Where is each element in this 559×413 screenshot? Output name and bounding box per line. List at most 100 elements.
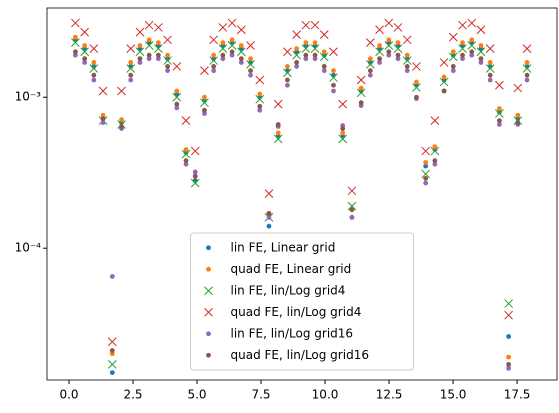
point-stroke <box>347 201 357 211</box>
point <box>467 18 477 28</box>
plot-frame <box>46 7 558 381</box>
point <box>301 44 311 53</box>
point <box>386 37 392 43</box>
point-stroke <box>485 64 495 73</box>
point <box>285 82 290 88</box>
y-tick-label: 10⁻⁴ <box>15 241 42 255</box>
point-stroke <box>485 44 495 53</box>
point <box>448 32 458 42</box>
point <box>487 72 493 78</box>
point <box>375 47 384 57</box>
point <box>522 64 532 73</box>
point <box>155 56 161 62</box>
point-stroke <box>107 337 117 347</box>
point-stroke <box>117 86 126 96</box>
point <box>329 73 338 82</box>
point-stroke <box>163 56 172 65</box>
point-stroke <box>513 83 523 93</box>
point <box>404 52 410 58</box>
point <box>458 44 467 53</box>
point-stroke <box>273 134 283 144</box>
point <box>430 116 440 125</box>
point <box>504 299 513 308</box>
point-stroke <box>200 66 209 76</box>
point <box>238 60 244 65</box>
point <box>128 72 134 78</box>
point <box>128 60 134 65</box>
point <box>460 56 465 62</box>
point <box>496 118 502 124</box>
point <box>227 41 237 50</box>
point <box>450 49 456 55</box>
point <box>109 370 115 376</box>
point <box>255 75 265 85</box>
point <box>432 158 438 164</box>
point <box>495 109 504 118</box>
point <box>183 158 189 164</box>
point-stroke <box>283 47 292 57</box>
point <box>496 122 502 127</box>
point <box>174 105 180 111</box>
legend-marker <box>206 352 211 358</box>
point-stroke <box>439 77 449 87</box>
point <box>294 64 300 69</box>
point <box>402 35 412 45</box>
point <box>257 103 263 109</box>
point-stroke <box>338 99 348 109</box>
point <box>126 44 136 53</box>
legend-marker-stroke <box>204 307 213 317</box>
point-stroke <box>135 47 145 57</box>
point-stroke <box>144 41 154 50</box>
point <box>100 116 106 122</box>
point-stroke <box>375 47 384 57</box>
point-stroke <box>190 178 200 188</box>
point-stroke <box>283 68 292 78</box>
legend-label: lin FE, lin/Log grid16 <box>231 326 354 340</box>
point <box>218 23 228 32</box>
point <box>496 106 502 112</box>
point <box>82 56 88 62</box>
point <box>227 18 237 28</box>
point-stroke <box>329 47 338 57</box>
point <box>128 77 134 83</box>
legend-label: quad FE, lin/Log grid4 <box>231 305 362 319</box>
point <box>506 365 512 371</box>
point <box>467 41 477 50</box>
point-stroke <box>163 35 172 45</box>
x-tick-label: 15.0 <box>440 388 467 402</box>
point <box>236 25 246 35</box>
point <box>524 60 530 65</box>
point-stroke <box>366 38 375 47</box>
legend-marker-stroke <box>204 286 213 296</box>
point <box>82 43 88 48</box>
point <box>513 83 523 93</box>
point <box>439 77 449 87</box>
point <box>273 134 283 144</box>
point <box>146 37 152 43</box>
point <box>248 56 253 62</box>
point <box>367 56 373 62</box>
point <box>190 146 200 156</box>
point <box>441 74 447 80</box>
legend-label: lin FE, lin/Log grid4 <box>231 283 346 297</box>
point <box>238 43 244 48</box>
legend-marker <box>206 245 211 251</box>
point <box>485 44 495 53</box>
point <box>229 37 235 43</box>
point-stroke <box>107 360 117 369</box>
point <box>126 64 136 73</box>
point-stroke <box>319 52 329 62</box>
point <box>264 189 274 198</box>
point <box>312 52 318 58</box>
point <box>478 56 484 62</box>
point-stroke <box>467 41 477 50</box>
point <box>211 64 217 69</box>
point <box>100 120 106 125</box>
point-stroke <box>384 18 394 28</box>
point <box>310 44 320 53</box>
point-stroke <box>504 310 513 320</box>
point-stroke <box>264 189 274 198</box>
point-stroke <box>310 44 320 53</box>
point-stroke <box>80 27 89 37</box>
point <box>347 186 357 196</box>
